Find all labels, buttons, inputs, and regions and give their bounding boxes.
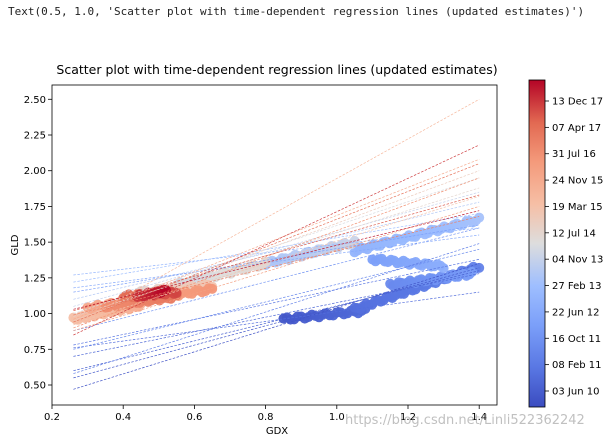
- y-axis-ticks: 0.50 0.75 1.00 1.25 1.50 1.75 2.00 2.25 2.50: [24, 95, 52, 392]
- y-tick-label: 2.00: [24, 166, 46, 177]
- y-tick-label: 1.50: [24, 238, 46, 249]
- scatter-point: [207, 283, 218, 294]
- regression-line: [73, 224, 480, 293]
- colorbar-ticks: 03 Jun 10 08 Feb 11 16 Oct 11 22 Jun 12 27 F…: [545, 97, 603, 398]
- regression-line: [73, 210, 480, 310]
- regression-line: [73, 194, 480, 312]
- x-tick-label: 1.2: [400, 412, 416, 423]
- regression-line: [73, 227, 480, 276]
- x-tick-label: 0.2: [44, 412, 60, 423]
- y-tick-label: 2.25: [24, 131, 46, 142]
- colorbar: [528, 79, 546, 408]
- scatter-point: [438, 263, 449, 274]
- regression-line: [73, 213, 480, 283]
- y-axis-label: GLD: [10, 234, 21, 255]
- x-tick-label: 0.4: [115, 412, 131, 423]
- regression-line: [73, 291, 480, 349]
- regression-line: [73, 163, 480, 323]
- colorbar-tick-label: 16 Oct 11: [552, 334, 601, 345]
- colorbar-tick-label: 04 Nov 13: [552, 255, 603, 266]
- colorbar-tick-label: 08 Feb 11: [552, 360, 602, 371]
- y-tick-label: 0.75: [24, 345, 46, 356]
- y-tick-label: 0.50: [24, 381, 46, 392]
- colorbar-tick-label: 27 Feb 13: [552, 281, 602, 292]
- regression-line: [73, 234, 480, 289]
- regression-line: [73, 177, 480, 329]
- colorbar-tick-label: 24 Nov 15: [552, 176, 603, 187]
- y-tick-label: 2.50: [24, 95, 46, 106]
- y-tick-label: 1.00: [24, 309, 46, 320]
- regression-line: [73, 273, 480, 357]
- y-tick-label: 1.25: [24, 273, 46, 284]
- regression-line: [73, 187, 480, 317]
- watermark: https://blog.csdn.net/Linli522362242: [345, 413, 585, 428]
- x-axis-label: GDX: [266, 426, 288, 437]
- colorbar-tick-label: 13 Dec 17: [552, 97, 603, 108]
- regression-line: [73, 248, 480, 350]
- x-axis-ticks: 0.2 0.4 0.6 0.8 1.0 1.2 1.4: [44, 405, 487, 423]
- y-tick-label: 1.75: [24, 202, 46, 213]
- regression-line: [73, 267, 480, 379]
- colorbar-tick-label: 31 Jul 16: [552, 149, 596, 160]
- scatter-point: [260, 257, 271, 267]
- colorbar-tick-label: 03 Jun 10: [552, 387, 599, 398]
- regression-line: [73, 258, 480, 346]
- regression-line: [73, 144, 480, 336]
- regression-lines: [73, 98, 480, 390]
- regression-line: [73, 216, 480, 316]
- colorbar-tick-label: 12 Jul 14: [552, 228, 596, 239]
- x-tick-label: 0.6: [186, 412, 202, 423]
- colorbar-tick-label: 07 Apr 17: [552, 123, 601, 134]
- colorbar-tick-label: 19 Mar 15: [552, 202, 603, 213]
- x-tick-label: 0.8: [258, 412, 274, 423]
- console-output: Text(0.5, 1.0, 'Scatter plot with time-d…: [8, 5, 585, 18]
- x-tick-label: 1.0: [329, 412, 345, 423]
- chart-title: Scatter plot with time-dependent regress…: [56, 62, 497, 77]
- regression-line: [73, 98, 480, 326]
- regression-line: [73, 263, 480, 390]
- plot-frame: [51, 84, 498, 406]
- x-tick-label: 1.4: [471, 412, 487, 423]
- colorbar-tick-label: 22 Jun 12: [552, 307, 599, 318]
- regression-line: [73, 227, 480, 332]
- regression-line: [73, 201, 480, 300]
- plot-area: [52, 85, 497, 405]
- scatter-point: [171, 288, 182, 298]
- scatter-point: [474, 212, 485, 223]
- regression-line: [73, 243, 480, 374]
